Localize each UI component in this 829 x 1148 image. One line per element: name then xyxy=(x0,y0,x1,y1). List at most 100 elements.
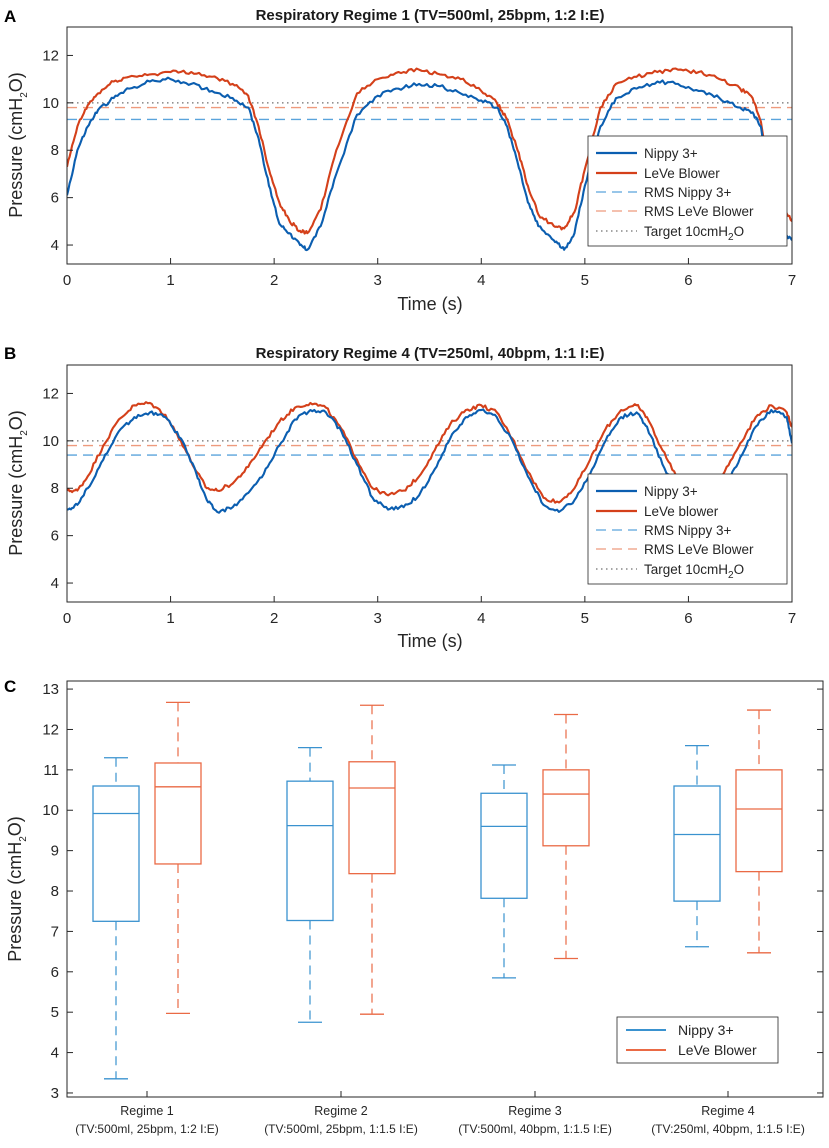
panel-b-ylabel-end: O) xyxy=(6,410,26,430)
panel-c-ytick-label-2: 5 xyxy=(51,1004,59,1021)
panel-c-category-label-3: Regime 4 xyxy=(701,1104,755,1118)
legend-b-leve-label: LeVe blower xyxy=(644,504,719,519)
panel-b: B Respiratory Regime 4 (TV=250ml, 40bpm,… xyxy=(4,344,796,651)
panel-a-legend: Nippy 3+ LeVe Blower RMS Nippy 3+ RMS Le… xyxy=(587,135,788,247)
panel-a-xtick-label-1: 1 xyxy=(166,272,174,289)
panel-a-title: Respiratory Regime 1 (TV=500ml, 25bpm, 1… xyxy=(256,7,605,24)
legend-b-target-main: Target 10cmH xyxy=(644,562,728,577)
panel-a-xtick-label-7: 7 xyxy=(788,272,796,289)
panel-b-ylabel: Pressure (cmH2O) xyxy=(6,410,30,556)
panel-c-ylabel-end: O) xyxy=(5,816,25,836)
panel-b-xtick-label-0: 0 xyxy=(63,610,71,627)
panel-a-ytick-label-3: 10 xyxy=(42,95,59,112)
panel-a: A Respiratory Regime 1 (TV=500ml, 25bpm,… xyxy=(4,7,796,314)
panel-a-ytick-label-1: 6 xyxy=(51,190,59,207)
panel-a-ytick-label-0: 4 xyxy=(51,237,59,254)
legend-a-rms-leve-label: RMS LeVe Blower xyxy=(644,204,754,219)
panel-b-xtick-label-7: 7 xyxy=(788,610,796,627)
panel-c-box-nippy-1-iqr xyxy=(92,785,140,922)
panel-b-xtick-label-6: 6 xyxy=(684,610,692,627)
panel-b-ytick-label-2: 8 xyxy=(51,480,59,497)
panel-c-category-detail-2: (TV:500ml, 40bpm, 1:1.5 I:E) xyxy=(458,1122,612,1136)
panel-b-letter: B xyxy=(4,344,16,363)
panel-c-ytick-label-3: 6 xyxy=(51,964,59,981)
panel-b-ytick-label-4: 12 xyxy=(42,385,59,402)
legend-a-target-label: Target 10cmH2O xyxy=(644,224,744,243)
panel-b-ytick-label-3: 10 xyxy=(42,433,59,450)
panel-c-box-leve-3-iqr xyxy=(542,769,590,847)
panel-a-ytick-label-2: 8 xyxy=(51,142,59,159)
legend-a-target-sub: 2 xyxy=(728,232,734,243)
panel-c-ytick-label-5: 8 xyxy=(51,883,59,900)
panel-c-box-leve-2-iqr xyxy=(348,761,396,875)
panel-a-letter: A xyxy=(4,7,16,26)
panel-b-ytick-label-1: 6 xyxy=(51,528,59,545)
panel-c-box-nippy-4-iqr xyxy=(673,785,721,902)
panel-a-xtick-label-2: 2 xyxy=(270,272,278,289)
panel-c-box-leve-1-iqr xyxy=(154,762,202,865)
panel-b-ytick-label-0: 4 xyxy=(51,575,59,592)
panel-a-xtick-label-0: 0 xyxy=(63,272,71,289)
panel-a-ylabel-sub: 2 xyxy=(19,92,30,98)
panel-b-title: Respiratory Regime 4 (TV=250ml, 40bpm, 1… xyxy=(256,345,605,362)
panel-b-legend: Nippy 3+ LeVe blower RMS Nippy 3+ RMS Le… xyxy=(587,473,788,585)
legend-a-nippy-label: Nippy 3+ xyxy=(644,146,698,161)
panel-c-ytick-label-10: 13 xyxy=(42,681,59,698)
legend-a-target-end: O xyxy=(734,224,745,239)
panel-a-xtick-label-6: 6 xyxy=(684,272,692,289)
panel-a-xtick-label-5: 5 xyxy=(581,272,589,289)
legend-a-rms-nippy-label: RMS Nippy 3+ xyxy=(644,185,732,200)
panel-c: C 3 4 5 6 7 8 9 10 11 12 13 Regime 1 (TV:500ml, 25b… xyxy=(4,677,824,1136)
panel-c-box-nippy-2-iqr xyxy=(286,780,334,922)
panel-c-ytick-label-9: 12 xyxy=(42,721,59,738)
panel-b-legend-box xyxy=(587,473,788,585)
panel-c-ytick-label-6: 9 xyxy=(51,843,59,860)
legend-a-leve-label: LeVe Blower xyxy=(644,166,720,181)
panel-a-legend-box xyxy=(587,135,788,247)
legend-b-rms-nippy-label: RMS Nippy 3+ xyxy=(644,523,732,538)
panel-a-xlabel: Time (s) xyxy=(397,294,462,314)
panel-b-xtick-label-1: 1 xyxy=(166,610,174,627)
panel-a-axes-frame xyxy=(66,26,793,265)
panel-c-legend-box xyxy=(616,1016,779,1064)
panel-a-ytick-label-4: 12 xyxy=(42,47,59,64)
panel-c-ylabel-main: Pressure (cmH xyxy=(5,842,25,962)
panel-b-ylabel-main: Pressure (cmH xyxy=(6,436,26,556)
panel-c-category-detail-1: (TV:500ml, 25bpm, 1:1.5 I:E) xyxy=(264,1122,418,1136)
panel-c-category-detail-0: (TV:500ml, 25bpm, 1:2 I:E) xyxy=(75,1122,219,1136)
legend-a-target-main: Target 10cmH xyxy=(644,224,728,239)
panel-c-legend: Nippy 3+ LeVe Blower xyxy=(616,1016,779,1064)
panel-c-ytick-label-7: 10 xyxy=(42,802,59,819)
panel-c-ytick-label-0: 3 xyxy=(51,1085,59,1102)
panel-a-ylabel-end: O) xyxy=(6,72,26,92)
legend-b-rms-leve-label: RMS LeVe Blower xyxy=(644,542,754,557)
panel-a-ylabel-main: Pressure (cmH xyxy=(6,98,26,218)
panel-a-xtick-label-4: 4 xyxy=(477,272,485,289)
panel-a-series-nippy xyxy=(67,76,792,252)
legend-b-target-end: O xyxy=(734,562,745,577)
panel-b-xtick-label-4: 4 xyxy=(477,610,485,627)
panel-c-ytick-label-8: 11 xyxy=(43,762,59,779)
legend-c-leve-label: LeVe Blower xyxy=(678,1042,757,1058)
panel-b-xtick-label-5: 5 xyxy=(581,610,589,627)
panel-c-ylabel: Pressure (cmH2O) xyxy=(5,816,29,962)
panel-a-series-leve xyxy=(67,67,792,235)
panel-b-xlabel: Time (s) xyxy=(397,631,462,651)
panel-c-ytick-label-4: 7 xyxy=(51,923,59,940)
panel-b-ylabel-sub: 2 xyxy=(19,430,30,436)
legend-c-nippy-label: Nippy 3+ xyxy=(678,1022,734,1038)
panel-c-category-label-1: Regime 2 xyxy=(314,1104,368,1118)
panel-c-ylabel-sub: 2 xyxy=(18,836,29,842)
panel-c-category-label-2: Regime 3 xyxy=(508,1104,562,1118)
panel-c-category-label-0: Regime 1 xyxy=(120,1104,174,1118)
legend-b-target-sub: 2 xyxy=(728,570,734,581)
panel-c-ytick-label-1: 4 xyxy=(51,1045,59,1062)
panel-c-category-detail-3: (TV:250ml, 40bpm, 1:1.5 I:E) xyxy=(651,1122,805,1136)
legend-b-nippy-label: Nippy 3+ xyxy=(644,484,698,499)
panel-a-xtick-label-3: 3 xyxy=(374,272,382,289)
panel-b-xtick-label-3: 3 xyxy=(374,610,382,627)
legend-b-target-label: Target 10cmH2O xyxy=(644,562,744,581)
panel-c-box-nippy-3-iqr xyxy=(480,792,528,899)
panel-c-letter: C xyxy=(4,677,16,696)
